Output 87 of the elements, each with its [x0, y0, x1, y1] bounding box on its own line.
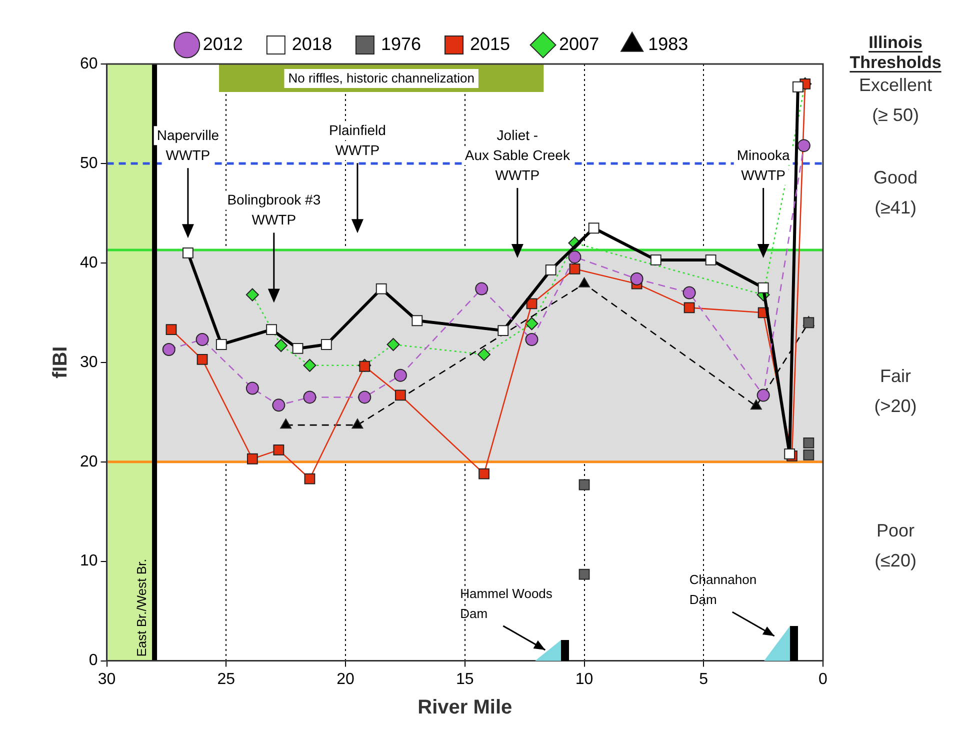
point — [545, 264, 556, 276]
y-tick-label: 30 — [80, 354, 98, 371]
point — [478, 468, 490, 480]
point — [280, 418, 292, 429]
point — [216, 339, 227, 350]
x-tick-label: 30 — [98, 670, 116, 688]
point — [758, 282, 769, 294]
text: Illinois Thresholds — [850, 33, 942, 72]
point — [394, 390, 406, 401]
x-tick-label: 0 — [818, 670, 828, 688]
point — [588, 222, 600, 234]
point — [304, 473, 316, 484]
annotation: Plainfield WWTP — [329, 122, 386, 158]
point — [477, 348, 490, 361]
point — [682, 286, 696, 300]
point — [272, 398, 286, 412]
text: Excellent (≥ 50) — [858, 74, 932, 125]
text: Poor (≤20) — [874, 520, 916, 570]
point — [246, 288, 259, 302]
point — [162, 342, 176, 356]
text: Fair (>20) — [874, 366, 917, 416]
annotation: Bolingbrook #3 WWTP — [227, 192, 321, 228]
legend-label: 1983 — [648, 34, 688, 54]
legend-label: 2015 — [470, 34, 510, 54]
point — [784, 448, 796, 460]
point — [475, 282, 488, 296]
point — [196, 333, 209, 346]
point — [792, 81, 804, 92]
legend-label: 2018 — [292, 34, 332, 54]
point — [266, 324, 277, 336]
point — [320, 339, 332, 350]
x-axis-title: River Mile — [418, 696, 512, 719]
point — [274, 338, 288, 352]
legend-label: 2007 — [559, 34, 600, 54]
point — [352, 418, 364, 429]
point — [166, 324, 177, 336]
x-tick-label: 25 — [217, 670, 236, 688]
annotation: Minooka WWTP — [736, 146, 790, 183]
legend-label: 2012 — [202, 34, 243, 54]
point — [630, 272, 644, 286]
legend-label: 1976 — [380, 34, 422, 54]
y-tick-label: 0 — [88, 652, 98, 670]
point — [358, 390, 372, 404]
point — [803, 438, 814, 448]
annotation: Hammel Woods Dam — [460, 586, 553, 621]
point — [803, 449, 814, 460]
point — [246, 453, 258, 464]
point — [273, 444, 284, 456]
point — [412, 315, 423, 326]
x-tick-label: 20 — [336, 670, 355, 688]
point — [750, 400, 762, 410]
point — [303, 358, 316, 372]
y-tick-label: 20 — [80, 453, 98, 470]
point — [303, 390, 316, 404]
point — [386, 338, 400, 351]
point — [196, 354, 208, 365]
point — [525, 317, 538, 330]
point — [650, 254, 662, 266]
point — [684, 302, 695, 314]
point — [797, 139, 810, 152]
point — [578, 568, 590, 580]
point — [246, 382, 259, 395]
point — [705, 254, 716, 266]
point — [182, 248, 194, 258]
point — [578, 479, 590, 490]
ref-line-label: East Br./West Br. — [134, 558, 150, 657]
band-label: No riffles, historic channelization — [288, 70, 474, 86]
point — [376, 283, 387, 294]
y-tick-label: 40 — [80, 254, 98, 272]
x-tick-label: 5 — [699, 670, 708, 688]
y-axis-title: fIBI — [50, 346, 72, 379]
x-tick-label: 10 — [575, 670, 594, 688]
point — [568, 250, 582, 264]
point — [525, 333, 538, 346]
point — [569, 263, 580, 274]
x-tick-label: 15 — [456, 670, 474, 688]
annotation: Naperville WWTP — [156, 127, 220, 164]
annotation: Channahon Dam — [689, 572, 757, 607]
y-tick-label: 60 — [80, 55, 98, 72]
annotation: Joliet - Aux Sable Creek WWTP — [464, 126, 571, 183]
point — [292, 343, 304, 354]
text: Good (≥41) — [873, 167, 918, 218]
point — [394, 368, 407, 382]
y-tick-label: 10 — [80, 552, 98, 570]
point — [756, 388, 770, 402]
point — [498, 325, 509, 336]
y-tick-label: 50 — [80, 154, 98, 172]
